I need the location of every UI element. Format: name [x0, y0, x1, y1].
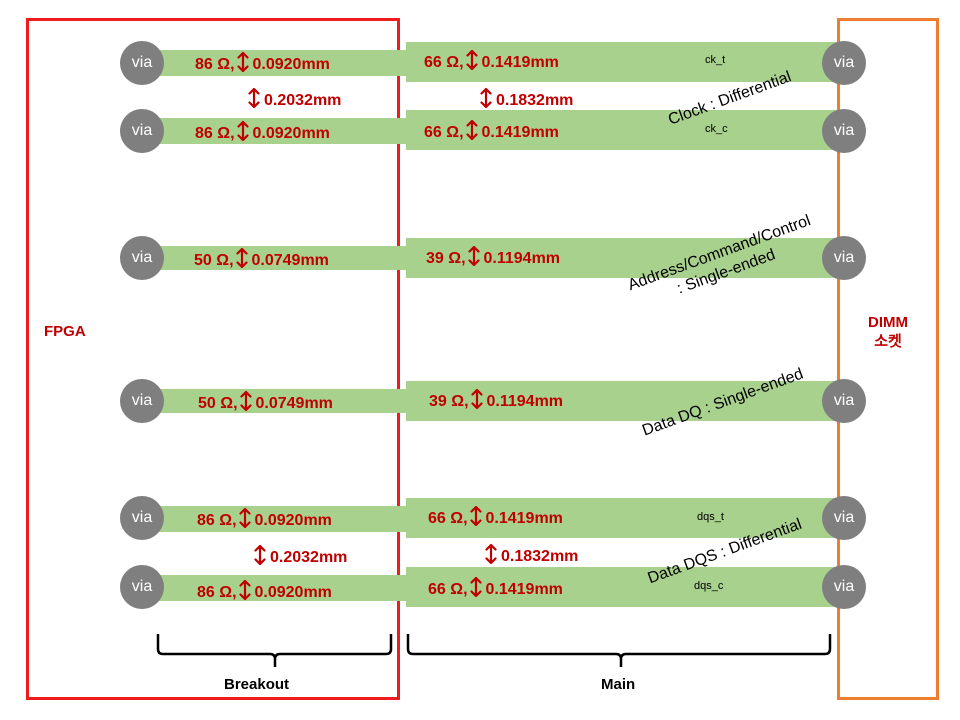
via-dqs_t-dimm: via [822, 496, 866, 540]
via-ck_t-dimm: via [822, 41, 866, 85]
impedance: 39 Ω, [426, 249, 466, 267]
label-dqs_c-breakout: 86 Ω, 0.0920mm [197, 579, 332, 606]
trace-width: 0.1419mm [481, 123, 559, 141]
spacing-value: 0.1832mm [501, 547, 579, 565]
width-arrow-icon [468, 576, 486, 603]
net-label-dqs_t: dqs_t [697, 511, 724, 523]
trace-width: 0.0749mm [255, 394, 333, 412]
dimm-label: DIMM 소켓 [856, 313, 920, 351]
width-arrow-icon [238, 390, 256, 417]
label-dqs_t-breakout: 86 Ω, 0.0920mm [197, 507, 332, 534]
impedance: 86 Ω, [195, 55, 235, 73]
impedance: 66 Ω, [424, 53, 464, 71]
spacing-arrow-icon [478, 87, 496, 114]
label-dq-breakout: 50 Ω, 0.0749mm [198, 390, 333, 417]
width-arrow-icon [464, 49, 482, 76]
dimm-label-line1: DIMM [868, 314, 908, 331]
width-arrow-icon [469, 388, 487, 415]
trace-width: 0.1194mm [486, 392, 564, 410]
trace-ck_t-breakout [143, 50, 406, 76]
via-ck_c-fpga: via [120, 109, 164, 153]
section-label-main: Main [601, 676, 636, 693]
net-label-ck_c: ck_c [705, 123, 728, 135]
via-dqs_c-fpga: via [120, 565, 164, 609]
dimm-socket-block [837, 18, 939, 700]
dimm-label-line2: 소켓 [874, 333, 902, 350]
via-address-dimm: via [822, 236, 866, 280]
trace-dq-main [406, 381, 851, 421]
via-ck_c-dimm: via [822, 109, 866, 153]
trace-ck_c-breakout [143, 118, 406, 144]
spacing-arrow-icon [483, 543, 501, 570]
trace-address-main [406, 238, 851, 278]
label-ck_t-main: 66 Ω, 0.1419mm [424, 49, 559, 76]
spacing-value: 0.2032mm [270, 548, 348, 566]
impedance: 39 Ω, [429, 392, 469, 410]
via-dqs_c-dimm: via [822, 565, 866, 609]
width-arrow-icon [466, 245, 484, 272]
trace-width: 0.1419mm [485, 580, 563, 598]
spacing-value: 0.1832mm [496, 91, 574, 109]
impedance: 86 Ω, [195, 124, 235, 142]
label-address-main: 39 Ω, 0.1194mm [426, 245, 560, 272]
width-arrow-icon [237, 507, 255, 534]
impedance: 86 Ω, [197, 511, 237, 529]
via-dq-dimm: via [822, 379, 866, 423]
label-dq-main: 39 Ω, 0.1194mm [429, 388, 563, 415]
label-address-breakout: 50 Ω, 0.0749mm [194, 247, 329, 274]
trace-width: 0.1419mm [481, 53, 559, 71]
trace-width: 0.0920mm [252, 124, 330, 142]
trace-width: 0.0920mm [254, 583, 332, 601]
via-address-fpga: via [120, 236, 164, 280]
width-arrow-icon [237, 579, 255, 606]
trace-width: 0.1419mm [485, 509, 563, 527]
trace-dqs_t-main [406, 498, 851, 538]
spacing-value: 0.2032mm [264, 91, 342, 109]
trace-address-breakout [143, 246, 406, 270]
trace-dqs_t-breakout [143, 506, 406, 532]
via-dqs_t-fpga: via [120, 496, 164, 540]
spacing-clock-breakout: 0.2032mm [246, 87, 341, 114]
spacing-arrow-icon [252, 544, 270, 571]
trace-width: 0.0749mm [251, 251, 329, 269]
net-label-ck_t: ck_t [705, 54, 726, 66]
spacing-dqs-breakout: 0.2032mm [252, 544, 347, 571]
width-arrow-icon [235, 120, 253, 147]
impedance: 66 Ω, [428, 580, 468, 598]
trace-dqs_c-breakout [143, 575, 406, 601]
trace-ck_t-main [406, 42, 851, 82]
spacing-clock-main: 0.1832mm [478, 87, 573, 114]
label-dqs_t-main: 66 Ω, 0.1419mm [428, 505, 563, 532]
spacing-arrow-icon [246, 87, 264, 114]
trace-ck_c-main [406, 110, 851, 150]
trace-dq-breakout [143, 389, 406, 413]
impedance: 66 Ω, [428, 509, 468, 527]
impedance: 50 Ω, [194, 251, 234, 269]
via-ck_t-fpga: via [120, 41, 164, 85]
impedance: 50 Ω, [198, 394, 238, 412]
trace-dqs_c-main [406, 567, 851, 607]
fpga-block [26, 18, 400, 700]
width-arrow-icon [468, 505, 486, 532]
impedance: 66 Ω, [424, 123, 464, 141]
label-ck_t-breakout: 86 Ω, 0.0920mm [195, 51, 330, 78]
trace-width: 0.1194mm [483, 249, 561, 267]
trace-width: 0.0920mm [254, 511, 332, 529]
net-label-dqs_c: dqs_c [694, 580, 724, 592]
impedance: 86 Ω, [197, 583, 237, 601]
label-dqs_c-main: 66 Ω, 0.1419mm [428, 576, 563, 603]
section-label-breakout: Breakout [224, 676, 290, 693]
trace-width: 0.0920mm [252, 55, 330, 73]
label-ck_c-breakout: 86 Ω, 0.0920mm [195, 120, 330, 147]
label-ck_c-main: 66 Ω, 0.1419mm [424, 119, 559, 146]
width-arrow-icon [235, 51, 253, 78]
brace-main-path [406, 634, 832, 667]
fpga-label: FPGA [44, 323, 86, 340]
width-arrow-icon [234, 247, 252, 274]
width-arrow-icon [464, 119, 482, 146]
spacing-dqs-main: 0.1832mm [483, 543, 578, 570]
via-dq-fpga: via [120, 379, 164, 423]
